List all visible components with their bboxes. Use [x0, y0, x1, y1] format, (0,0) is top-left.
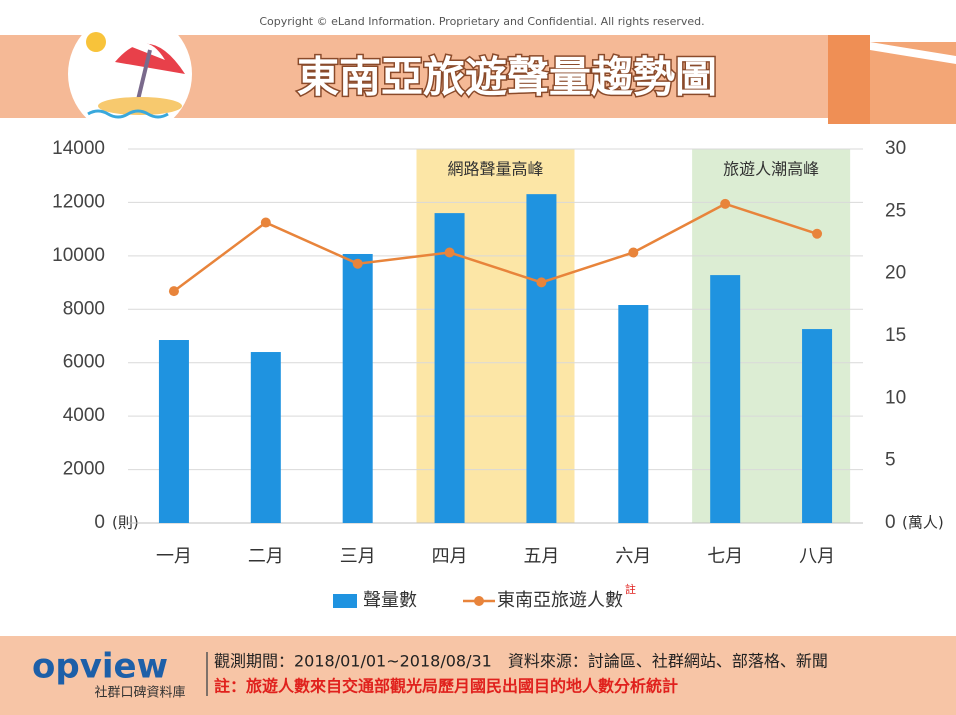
- y2-tick-label: 30: [885, 138, 906, 159]
- y2-tick-label: 10: [885, 387, 906, 408]
- legend-label: 東南亞旅遊人數: [497, 590, 623, 611]
- y2-tick-label: 0: [885, 512, 896, 533]
- legend-swatch: [333, 594, 357, 608]
- bar: [434, 213, 465, 523]
- legend-note: 註: [625, 583, 636, 596]
- line-point: [168, 286, 179, 297]
- copyright: Copyright © eLand Information. Proprieta…: [259, 15, 704, 28]
- footer: opview 社群口碑資料庫 觀測期間：2018/01/01~2018/08/3…: [0, 636, 956, 715]
- x-tick-label: 一月: [156, 546, 192, 567]
- bar: [250, 352, 281, 523]
- y-tick-label: 4000: [63, 405, 105, 426]
- bar: [526, 194, 557, 523]
- legend-label: 聲量數: [363, 590, 417, 611]
- line-point: [720, 198, 731, 209]
- footer-note: 註：旅遊人數來自交通部觀光局歷月國民出國目的地人數分析統計: [214, 677, 678, 696]
- y2-tick-label: 15: [885, 325, 906, 346]
- y2-unit: (萬人): [902, 514, 944, 532]
- y-unit: (則): [112, 514, 139, 532]
- x-tick-label: 二月: [248, 546, 284, 567]
- y-tick-label: 6000: [63, 352, 105, 373]
- line-point: [444, 247, 455, 258]
- highlight-label: 旅遊人潮高峰: [723, 160, 819, 179]
- y-tick-label: 2000: [63, 459, 105, 480]
- logo: opview: [32, 647, 168, 687]
- y2-tick-label: 25: [885, 200, 906, 221]
- y2-tick-label: 20: [885, 263, 906, 284]
- y-tick-label: 14000: [52, 138, 105, 159]
- header-band: [0, 12, 956, 136]
- plot: 網路聲量高峰 旅遊人潮高峰 0 2000 4000 6000 8000 10000 12000 1…: [52, 138, 944, 611]
- y2-tick-label: 5: [885, 450, 896, 471]
- x-tick-label: 六月: [615, 546, 651, 567]
- legend-swatch: [474, 596, 484, 606]
- highlight-label: 網路聲量高峰: [447, 160, 543, 179]
- bar: [342, 253, 373, 524]
- line-point: [536, 277, 547, 288]
- y-tick-label: 12000: [52, 191, 105, 212]
- x-tick-label: 八月: [799, 546, 835, 567]
- line: [173, 202, 818, 293]
- x-tick-label: 三月: [340, 546, 376, 567]
- y-tick-label: 0: [94, 512, 105, 533]
- title: 東南亞旅遊聲量趨勢圖: [297, 53, 717, 102]
- bar: [618, 305, 649, 523]
- line-point: [628, 247, 639, 258]
- y-tick-label: 8000: [63, 298, 105, 319]
- line-point: [260, 217, 271, 228]
- line-point: [812, 228, 823, 239]
- line-point: [352, 258, 363, 269]
- x-tick-label: 四月: [432, 546, 468, 567]
- bar: [158, 340, 189, 523]
- x-tick-label: 七月: [707, 546, 743, 567]
- bar: [802, 329, 833, 523]
- footer-line: 觀測期間：2018/01/01~2018/08/31 資料來源：討論區、社群網站…: [214, 652, 828, 671]
- y-tick-label: 10000: [52, 245, 105, 266]
- x-tick-label: 五月: [523, 546, 559, 567]
- logo-sub: 社群口碑資料庫: [94, 685, 185, 701]
- bar: [710, 275, 741, 523]
